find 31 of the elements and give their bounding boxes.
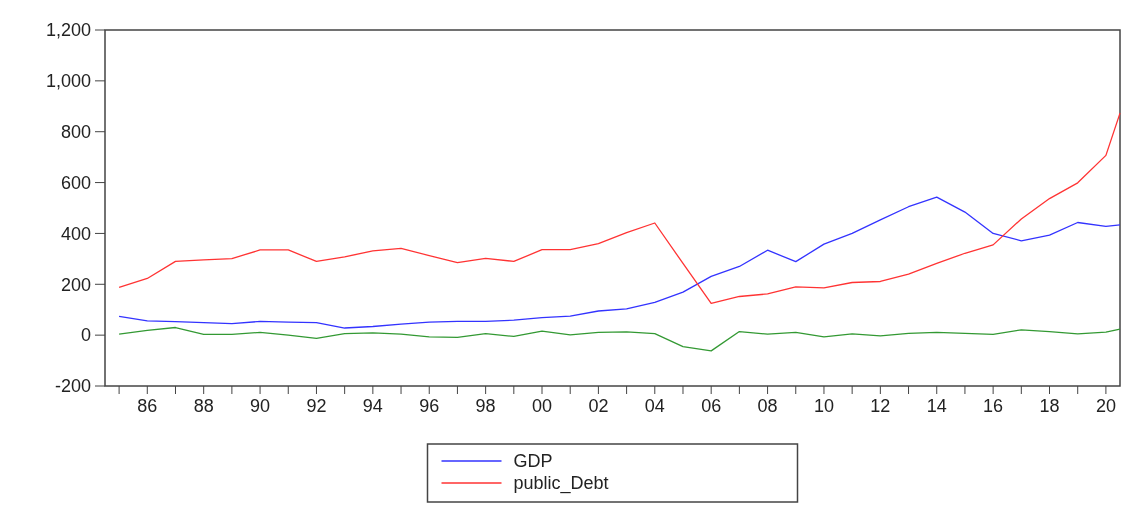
line-series <box>118 326 1121 352</box>
x-tick-label: 94 <box>362 396 383 416</box>
x-tick-label: 92 <box>306 396 327 416</box>
y-tick-label: 200 <box>60 274 91 295</box>
x-tick-label: 98 <box>475 396 496 416</box>
x-tick-label: 96 <box>419 396 440 416</box>
x-tick-label: 06 <box>701 396 722 416</box>
y-tick-label: 800 <box>60 122 91 143</box>
line-series <box>118 112 1121 305</box>
x-tick-label: 10 <box>813 396 834 416</box>
line-series <box>118 196 1121 329</box>
y-tick-label: 0 <box>80 325 91 346</box>
x-tick-label: 14 <box>926 396 947 416</box>
x-tick-label: 90 <box>250 396 271 416</box>
y-tick-label: 1,200 <box>45 20 91 41</box>
x-tick-label: 00 <box>532 396 553 416</box>
y-tick-label: -200 <box>54 376 91 397</box>
x-tick-label: 02 <box>588 396 609 416</box>
x-tick-label: 20 <box>1095 396 1116 416</box>
x-tick-label: 12 <box>870 396 891 416</box>
legend-label: public_Debt <box>513 473 609 495</box>
x-tick-label: 16 <box>983 396 1004 416</box>
x-tick-label: 18 <box>1039 396 1060 416</box>
y-tick-label: 1,000 <box>45 71 91 92</box>
x-tick-label: 86 <box>137 396 158 416</box>
x-tick-label: 04 <box>644 396 665 416</box>
y-tick-label: 600 <box>60 172 91 193</box>
x-tick-label: 08 <box>757 396 778 416</box>
y-tick-label: 400 <box>60 223 91 244</box>
x-tick-label: 88 <box>193 396 214 416</box>
legend-label: GDP <box>513 451 553 472</box>
